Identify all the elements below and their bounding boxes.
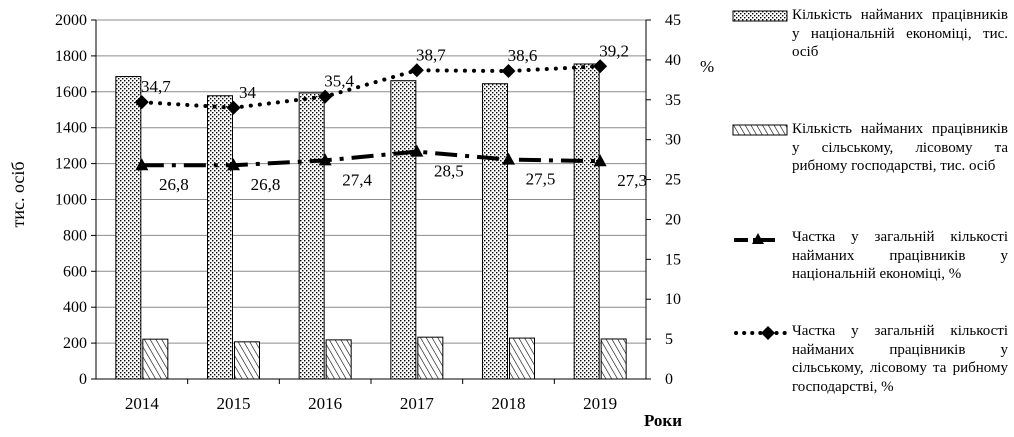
y2-tick-label: 30 — [665, 132, 681, 149]
legend-label: Кількість найманих працівників у націона… — [792, 7, 1008, 60]
diamond-marker — [318, 89, 333, 104]
data-label-share-agri: 34 — [239, 83, 257, 102]
data-label-share-agri: 38,6 — [508, 46, 538, 65]
bar-total-employees — [390, 80, 417, 380]
data-label-share-agri: 39,2 — [599, 41, 629, 60]
axes: 0 200 400 600 800 1000 1200 1400 1600 1800 2000 0 5 1… — [8, 12, 714, 430]
triangle-marker — [502, 152, 515, 165]
diamond-marker — [593, 59, 608, 74]
bar-total-employees — [115, 76, 142, 380]
x-tick-label: 2017 — [400, 394, 435, 413]
bar-total-employees — [573, 63, 600, 380]
y-tick-label: 800 — [63, 227, 87, 244]
data-label-share-national: 27,3 — [617, 171, 647, 190]
y-axis-title: тис. осіб — [8, 161, 28, 227]
legend-label: Частка у загальній кількості найманих пр… — [792, 229, 1008, 282]
y2-axis-title: % — [700, 57, 714, 76]
y2-tick-label: 25 — [665, 172, 681, 189]
bar-total-employees — [482, 83, 508, 380]
bar-agri-employees — [325, 339, 352, 380]
bar-agri-employees — [142, 338, 169, 380]
diamond-marker — [226, 100, 241, 115]
bar-agri-employees — [509, 337, 535, 380]
data-label-share-national: 27,4 — [342, 170, 372, 189]
x-tick-label: 2018 — [492, 394, 526, 413]
y-tick-label: 2000 — [55, 12, 87, 29]
x-tick-label: 2015 — [217, 394, 251, 413]
legend-swatch — [732, 9, 788, 28]
y-tick-label: 1000 — [55, 192, 87, 209]
y2-tick-label: 10 — [665, 291, 681, 308]
y2-tick-label: 5 — [665, 331, 673, 348]
bar-agri-employees — [417, 336, 444, 380]
bar-total-employees — [298, 92, 325, 380]
x-tick-label: 2014 — [125, 394, 160, 413]
triangle-marker — [593, 154, 607, 167]
x-tick-label: 2019 — [583, 394, 617, 413]
data-label-share-agri: 34,7 — [141, 77, 171, 96]
y2-tick-label: 20 — [665, 211, 681, 228]
bar-agri-employees — [600, 338, 627, 380]
y2-tick-label: 35 — [665, 92, 681, 109]
y-tick-label: 400 — [63, 299, 87, 316]
bar-total-employees — [207, 95, 233, 380]
data-label-share-agri: 38,7 — [416, 45, 446, 64]
bar-agri-employees — [234, 341, 260, 380]
y-tick-label: 200 — [63, 335, 87, 352]
y-tick-label: 600 — [63, 263, 87, 280]
diamond-marker — [501, 64, 516, 79]
bars — [115, 63, 627, 380]
legend-swatch — [732, 231, 788, 252]
legend-label: Кількість найманих працівників у сільськ… — [792, 121, 1008, 174]
y-tick-label: 1400 — [55, 120, 87, 137]
y-tick-label: 1200 — [55, 156, 87, 173]
y2-tick-label: 0 — [665, 371, 673, 388]
legend-swatch — [732, 123, 788, 142]
line-share-national — [141, 149, 601, 168]
legend-swatch — [732, 325, 790, 346]
legend-label: Частка у загальній кількості найманих пр… — [792, 323, 1008, 395]
y2-tick-label: 15 — [665, 251, 681, 268]
y-tick-label: 1600 — [55, 84, 87, 101]
diamond-marker — [134, 95, 149, 110]
series-lines — [134, 59, 608, 171]
chart-canvas: 0 200 400 600 800 1000 1200 1400 1600 1800 2000 0 5 1… — [8, 12, 714, 430]
triangle-marker — [227, 158, 240, 171]
data-label-share-national: 26,8 — [159, 175, 189, 194]
triangle-marker — [318, 153, 332, 166]
triangle-marker — [410, 144, 424, 157]
triangle-marker — [135, 158, 149, 171]
data-label-share-agri: 35,4 — [324, 72, 354, 91]
labels: 26,8 26,8 27,4 28,5 27,5 27,3 34,7 34 35,4 38,7 38… — [141, 41, 647, 194]
data-label-share-national: 28,5 — [434, 162, 464, 181]
y2-tick-label: 40 — [665, 52, 681, 69]
data-label-share-national: 27,5 — [526, 170, 556, 189]
y2-tick-label: 45 — [665, 12, 681, 29]
y-tick-label: 0 — [79, 371, 87, 388]
diamond-marker — [409, 63, 424, 78]
y-tick-label: 1800 — [55, 48, 87, 65]
data-label-share-national: 26,8 — [251, 175, 281, 194]
x-axis-title: Роки — [644, 411, 682, 430]
x-tick-label: 2016 — [308, 394, 342, 413]
